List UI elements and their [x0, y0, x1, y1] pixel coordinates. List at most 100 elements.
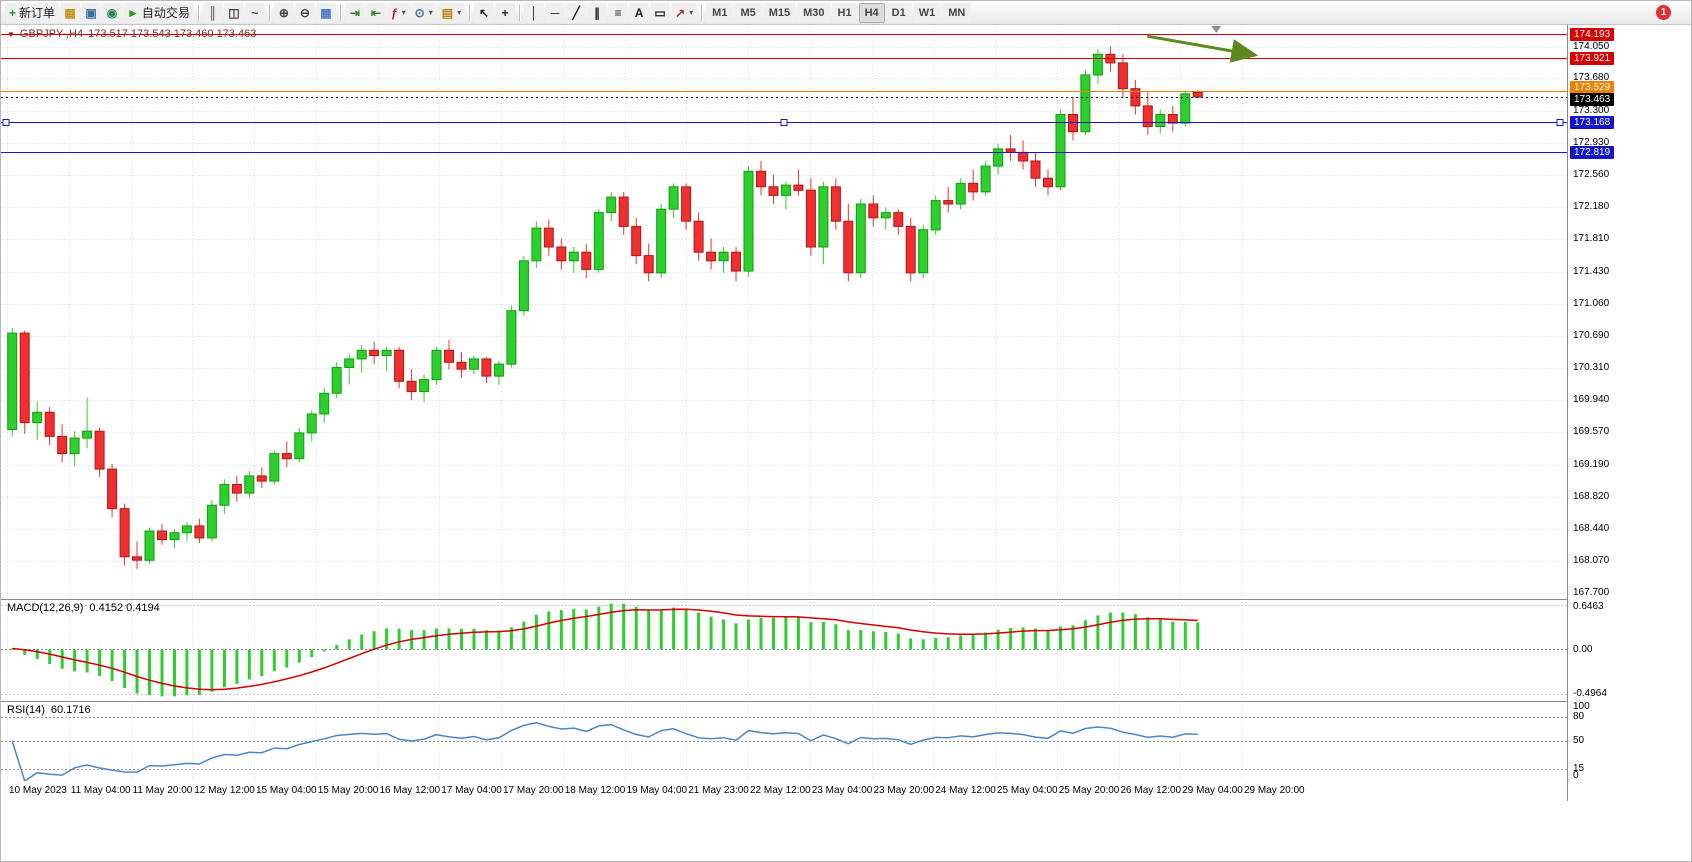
macd-axis-zero: 0.00 [1573, 643, 1593, 655]
price-tick: 171.430 [1573, 265, 1610, 277]
rsi-line [11, 722, 1198, 781]
arrows-dropdown-icon: ↗ [675, 5, 686, 20]
macd-histogram-bar [572, 608, 576, 650]
time-tick: 17 May 20:00 [503, 785, 564, 796]
candle [1018, 151, 1029, 162]
text-button[interactable]: A [629, 2, 650, 23]
collapse-icon[interactable]: ▼ [7, 29, 15, 39]
rsi-axis-80: 80 [1573, 711, 1585, 722]
crosshair-button[interactable]: + [495, 2, 516, 23]
data-window-button[interactable]: ▣ [81, 2, 102, 23]
macd-histogram-bar [622, 603, 626, 650]
timeframe-w1-button[interactable]: W1 [912, 2, 942, 23]
macd-histogram-bar [759, 618, 763, 650]
chevron-down-icon: ▾ [428, 8, 433, 17]
time-tick: 25 May 04:00 [997, 785, 1058, 796]
line-chart-button[interactable]: ~ [244, 2, 265, 23]
label-button[interactable]: ▭ [650, 2, 671, 23]
candle [1005, 148, 1016, 153]
candle [206, 504, 217, 539]
toolbar-separator [519, 4, 521, 21]
macd-histogram-bar [909, 638, 913, 650]
candle [743, 170, 754, 272]
candle [44, 411, 55, 437]
candle [1055, 114, 1066, 188]
timeframe-m30-button[interactable]: M30 [797, 2, 831, 23]
vertical-line-button[interactable]: │ [524, 2, 545, 23]
horizontal-line-button[interactable]: ─ [545, 2, 566, 23]
candle [481, 358, 492, 377]
candle [7, 332, 18, 431]
timeframe-mn-button[interactable]: MN [942, 2, 972, 23]
macd-histogram-bar [659, 609, 663, 650]
macd-histogram-bar [447, 628, 451, 650]
candle [1043, 177, 1053, 188]
macd-axis-min: -0.4964 [1573, 688, 1607, 699]
market-watch-button[interactable]: ▦ [60, 2, 81, 23]
time-axis[interactable]: 10 May 2023 11 May 04:00 11 May 20:00 12 Ma… [1, 781, 1567, 801]
macd-histogram-bar [996, 629, 1000, 650]
timeframe-m15-button[interactable]: M15 [762, 2, 797, 23]
autotrading-icon: ► [127, 5, 139, 20]
auto-scroll-button[interactable]: ⇥ [344, 2, 365, 23]
indicators-dropdown-button[interactable]: ƒ ▾ [386, 2, 410, 23]
macd-histogram-bar [884, 631, 888, 650]
panel-separator[interactable] [1, 599, 1691, 600]
chart-shift-button[interactable]: ⇤ [365, 2, 386, 23]
time-tick: 16 May 12:00 [379, 785, 441, 796]
navigator-button[interactable]: ◉ [102, 2, 123, 23]
zoom-in-button[interactable]: ⊕ [273, 2, 294, 23]
zoom-out-button[interactable]: ⊖ [294, 2, 315, 23]
price-tick: 171.060 [1573, 297, 1610, 309]
macd-histogram-bar [185, 649, 189, 696]
price-marker-173.463: 173.463 [1570, 93, 1615, 107]
bar-chart-button[interactable]: ║ [202, 2, 223, 23]
trendline-button[interactable]: ╱ [566, 2, 587, 23]
timeframe-m1-button[interactable]: M1 [706, 2, 734, 23]
macd-histogram-bar [222, 649, 226, 688]
rsi-axis-50: 50 [1573, 735, 1585, 746]
macd-histogram-bar [1071, 625, 1075, 650]
macd-histogram-bar [971, 634, 975, 650]
price-chart[interactable] [1, 25, 1567, 599]
tile-windows-button[interactable]: ▦ [315, 2, 336, 23]
arrows-dropdown-button[interactable]: ↗ ▾ [671, 2, 698, 23]
timeframe-d1-button[interactable]: D1 [885, 2, 912, 23]
channel-button[interactable]: ∥ [587, 2, 608, 23]
candle [419, 379, 430, 393]
autotrading-button[interactable]: ► 自动交易 [123, 2, 194, 23]
candle [306, 413, 317, 434]
fibonacci-button[interactable]: ≡ [608, 2, 629, 23]
notification-badge[interactable]: 1 [1656, 5, 1671, 20]
candle [905, 225, 916, 274]
timeframe-h4-button[interactable]: H4 [858, 2, 885, 23]
time-tick: 15 May 20:00 [317, 785, 379, 796]
cursor-button[interactable]: ↖ [474, 2, 495, 23]
candle [181, 525, 192, 534]
rsi-panel[interactable] [1, 701, 1567, 781]
periods-dropdown-button[interactable]: ⊙ ▾ [410, 2, 437, 23]
macd-histogram-bar [422, 630, 426, 650]
price-axis[interactable]: 174.050 173.680 173.300 172.930 172.560 172.1… [1567, 25, 1691, 801]
chevron-down-icon: ▾ [689, 8, 694, 17]
macd-histogram-bar [85, 649, 89, 673]
macd-panel[interactable] [1, 599, 1567, 701]
candlestick-button[interactable]: ◫ [223, 2, 244, 23]
new-order-button[interactable]: + 新订单 [5, 2, 60, 23]
text-icon: A [634, 5, 644, 20]
rsi-name: RSI(14) [7, 704, 45, 716]
macd-histogram-bar [123, 649, 127, 689]
candle [955, 182, 966, 205]
candle [543, 227, 554, 248]
candle [918, 229, 929, 274]
panel-separator[interactable] [1, 701, 1691, 702]
timeframe-h1-button[interactable]: H1 [831, 2, 858, 23]
templates-dropdown-button[interactable]: ▤ ▾ [437, 2, 466, 23]
trend-arrow-annotation [1147, 34, 1259, 63]
macd-histogram-bar [247, 649, 251, 680]
candle [1030, 160, 1041, 179]
timeframe-m5-button[interactable]: M5 [734, 2, 762, 23]
candle [344, 358, 355, 368]
time-tick: 17 May 04:00 [441, 785, 502, 796]
macd-histogram-bar [1196, 622, 1200, 650]
